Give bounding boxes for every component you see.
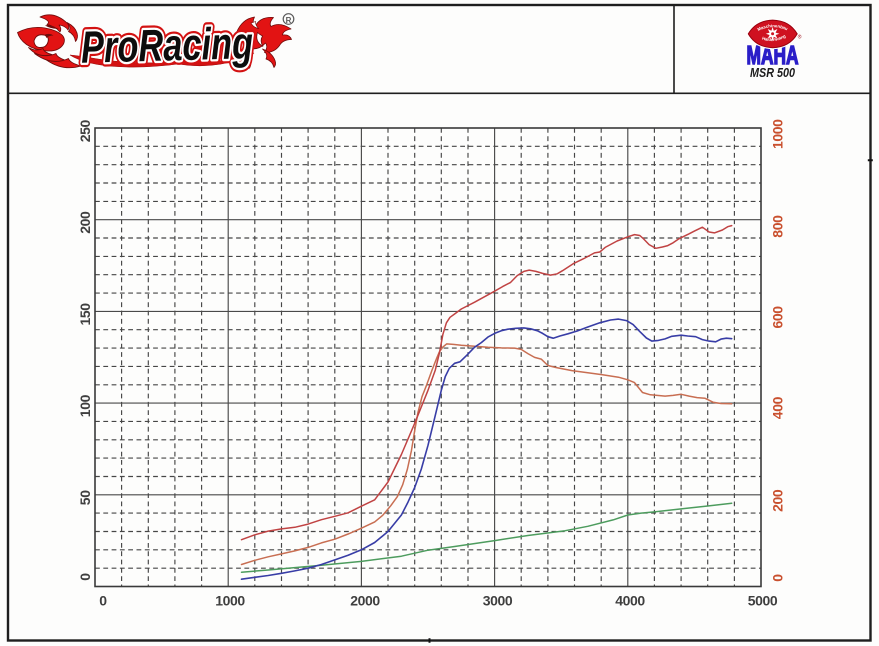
svg-text:0: 0 [77, 573, 93, 581]
svg-text:800: 800 [770, 215, 786, 238]
svg-text:Haldenwang: Haldenwang [761, 33, 786, 42]
svg-text:R: R [286, 16, 292, 25]
svg-text:50: 50 [77, 490, 93, 505]
svg-text:1000: 1000 [770, 119, 786, 149]
svg-text:5000: 5000 [748, 593, 778, 609]
svg-text:250: 250 [77, 120, 93, 143]
svg-text:MSR 500: MSR 500 [750, 66, 795, 80]
svg-text:ProRacing: ProRacing [80, 17, 253, 72]
svg-text:ProRacing: ProRacing [80, 17, 253, 72]
svg-text:150: 150 [77, 303, 93, 326]
svg-text:200: 200 [770, 489, 786, 512]
svg-text:100: 100 [77, 394, 93, 417]
svg-text:200: 200 [77, 211, 93, 234]
svg-text:600: 600 [770, 306, 786, 329]
svg-text:®: ® [798, 34, 802, 41]
svg-text:3000: 3000 [483, 593, 513, 609]
svg-text:4000: 4000 [615, 593, 645, 609]
svg-text:0: 0 [99, 593, 107, 609]
svg-text:0: 0 [770, 574, 786, 582]
svg-text:2000: 2000 [350, 593, 380, 609]
svg-text:1000: 1000 [215, 593, 245, 609]
svg-text:400: 400 [770, 396, 786, 419]
svg-text:ProRacing: ProRacing [80, 17, 253, 72]
